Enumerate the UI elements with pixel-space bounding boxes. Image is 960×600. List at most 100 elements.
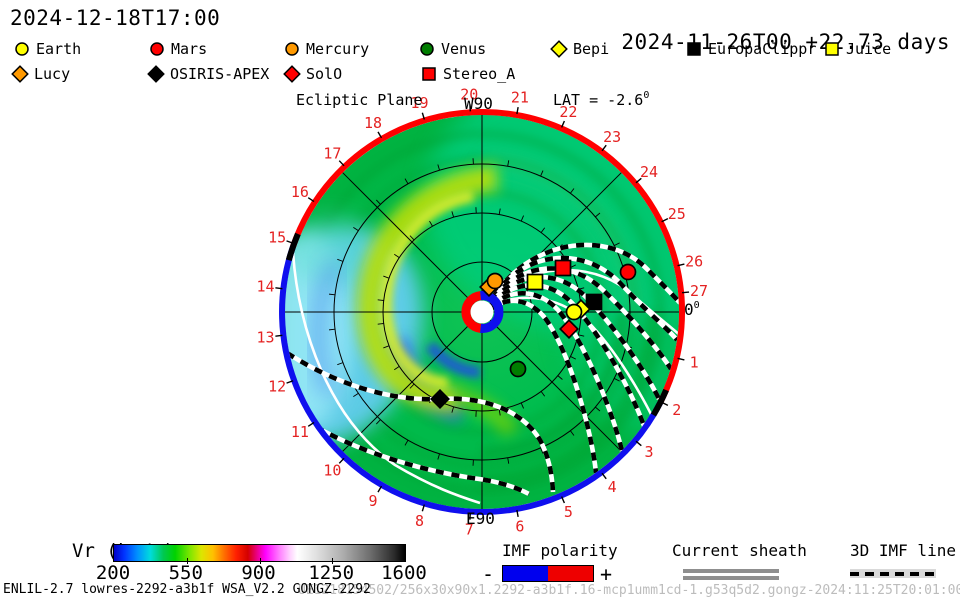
square-marker-icon — [687, 42, 701, 56]
grid-tick — [394, 366, 400, 371]
day-tick — [275, 334, 283, 337]
ring-boundary-segment — [285, 232, 301, 262]
model-version-text: ENLIL-2.7 lowres-2292-a3b1f WSA_V2.2 GON… — [3, 582, 371, 597]
colorbar-tick-label: 200 — [95, 562, 131, 584]
day-tick — [421, 504, 426, 512]
elapsed-days: +22.73 days — [805, 30, 950, 54]
imf-line-dashed — [285, 351, 556, 493]
current-sheath-label: Current sheath — [672, 541, 807, 560]
legend-row-1: Earth Mars Mercury Venus Bepi EuropaClippr Jui… — [0, 40, 960, 62]
grid-tick — [377, 323, 384, 325]
grid-tick — [451, 211, 455, 218]
colorbar-tick-mark — [332, 558, 334, 564]
imf-line-dashed — [489, 282, 647, 427]
day-tick — [307, 197, 315, 203]
day-label: 2 — [672, 401, 681, 419]
legend-label: Mars — [171, 40, 208, 58]
day-tick — [377, 485, 383, 493]
day-label: 26 — [685, 253, 703, 271]
grid-tick — [375, 419, 381, 425]
day-label: 9 — [368, 492, 377, 510]
imf-line-dashed — [488, 290, 625, 452]
grid-tick — [429, 220, 433, 227]
grid-tick — [595, 406, 601, 412]
legend-item-juice: Juice — [822, 40, 891, 58]
grid-tick — [328, 293, 336, 296]
day-label: 1 — [690, 353, 699, 371]
grid-tick — [614, 378, 620, 382]
axis-label-0deg: 00 — [684, 300, 700, 319]
day-label: 13 — [256, 328, 274, 346]
day-label: 15 — [268, 228, 286, 246]
colorbar-tick-label: 550 — [168, 562, 203, 584]
day-label: 18 — [364, 114, 382, 132]
grid-tick — [578, 334, 585, 337]
colorbar-tick-label: 1600 — [381, 562, 427, 584]
colorbar-tick-mark — [259, 558, 261, 564]
legend-label: Lucy — [34, 65, 71, 83]
day-tick — [421, 112, 426, 120]
field-lines — [285, 242, 679, 505]
grid-tick — [540, 170, 544, 177]
colorbar-tick-label: 900 — [241, 562, 276, 584]
day-label: 20 — [460, 85, 478, 103]
imf-3d-lines — [285, 242, 679, 497]
grid-tick — [451, 406, 455, 413]
legend-label: Bepi — [573, 40, 610, 58]
day-tick — [635, 177, 642, 184]
day-tick — [286, 240, 294, 244]
grid-tick — [353, 392, 359, 398]
grid-tick — [383, 345, 390, 349]
sheath-line-sample — [683, 569, 779, 573]
day-label: 11 — [291, 423, 309, 441]
grid-tick — [375, 199, 381, 205]
start-timestamp: 2024-11-26T00 — [621, 30, 793, 54]
legend-label: Stereo_A — [443, 65, 516, 83]
imf-line-dashed — [490, 274, 662, 400]
grid-tick — [520, 402, 525, 409]
legend-label: Venus — [441, 40, 487, 58]
day-tick — [677, 263, 685, 267]
imf-negative-swatch — [503, 566, 548, 581]
day-tick — [601, 472, 607, 480]
imf-polarity-label: IMF polarity — [502, 541, 618, 560]
grid-tick — [507, 457, 510, 464]
axis-label-w90: W90 — [464, 94, 493, 113]
day-label: 4 — [608, 478, 617, 496]
grid-tick — [570, 264, 577, 268]
day-label: 24 — [640, 163, 658, 181]
ring-boundary-segment — [650, 388, 669, 417]
day-tick — [338, 160, 345, 167]
day-label: 10 — [323, 462, 341, 480]
diamond-marker-icon — [283, 65, 301, 83]
grid-tick — [383, 275, 390, 279]
imf3d-line-sample — [850, 569, 936, 578]
diamond-marker-icon — [550, 40, 568, 58]
body-markers — [430, 259, 637, 409]
circle-marker-icon — [150, 42, 164, 56]
legend-item-stereo_a: Stereo_A — [419, 65, 515, 83]
grid-tick — [337, 362, 344, 366]
legend-row-2: Lucy OSIRIS-APEX SolO Stereo_A — [0, 65, 960, 87]
legend-label: EuropaClippr — [708, 40, 817, 58]
grid-tick — [409, 235, 415, 241]
polarity-ring — [279, 108, 686, 515]
imf3d-label: 3D IMF line — [850, 541, 956, 560]
grid-tick — [507, 160, 510, 167]
day-tick — [286, 380, 294, 384]
day-tick — [661, 401, 669, 406]
colorbar-tick-label: 1250 — [308, 562, 355, 584]
run-timestamp: 2024-12-18T17:00 — [10, 6, 221, 30]
day-label: 8 — [415, 512, 424, 530]
circle-marker-icon — [285, 42, 299, 56]
legend-item-bepi: Bepi — [549, 40, 609, 58]
grid-tick — [353, 226, 359, 232]
marker-stereo_a — [554, 259, 572, 277]
sheath-line-sample — [683, 576, 779, 580]
start-time-elapsed: 2024-11-26T00 +22.73 days — [569, 6, 950, 78]
day-label: 12 — [268, 378, 286, 396]
minus-sign: - — [482, 562, 495, 586]
imf-line-dashed — [492, 255, 679, 342]
